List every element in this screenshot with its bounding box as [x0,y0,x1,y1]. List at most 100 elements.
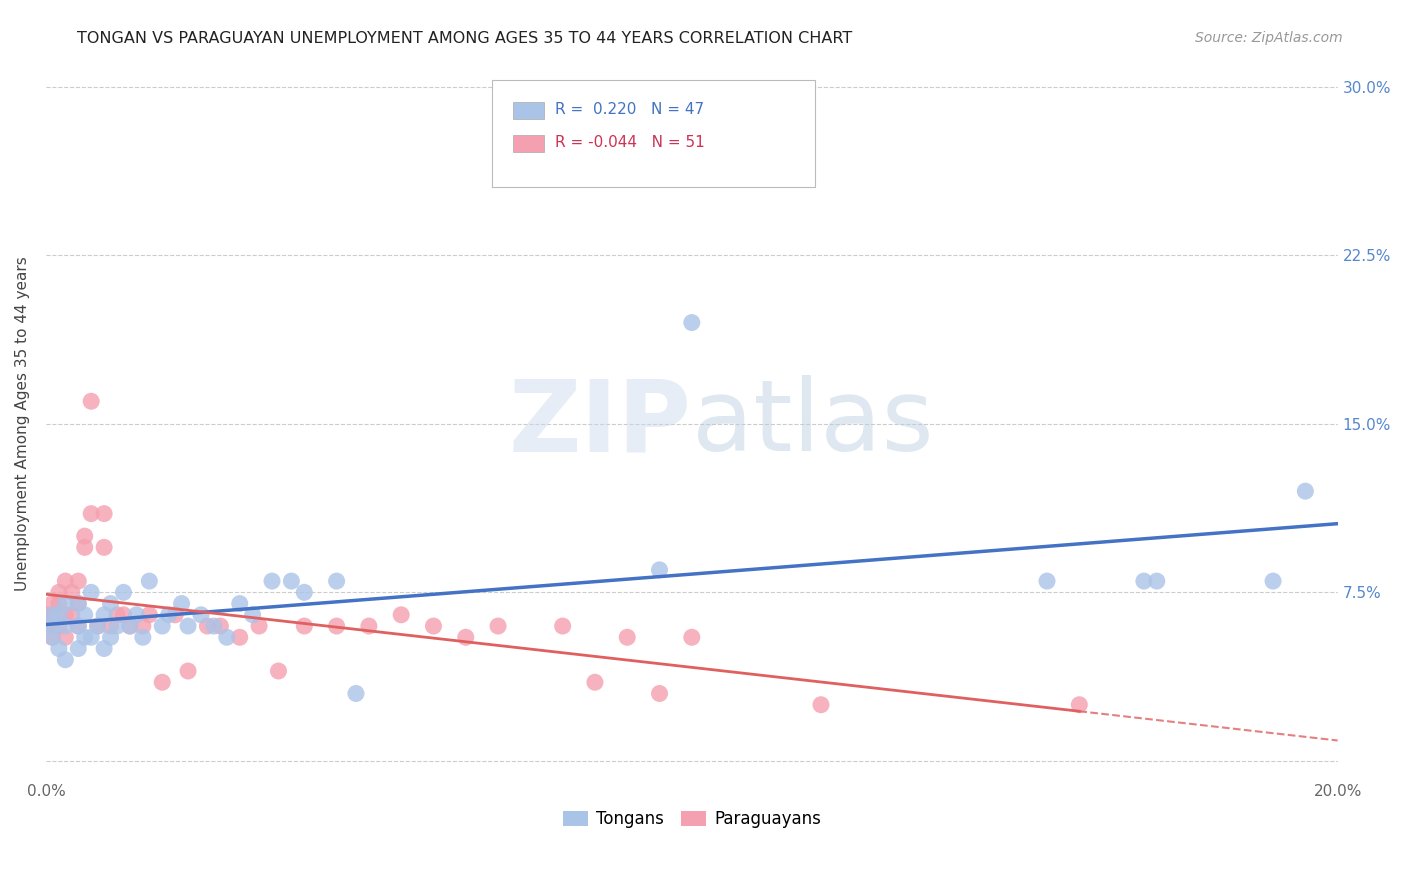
Point [292,619,315,633]
Point [357,619,380,633]
Point [267,664,290,678]
Point [247,619,270,633]
Point [41,607,63,622]
Point [80,630,103,644]
Point [73,541,96,555]
Point [648,686,671,700]
Point [125,607,148,622]
Point [41,607,63,622]
Point [48,585,70,599]
Point [150,675,173,690]
Point [105,607,128,622]
Point [1069,698,1091,712]
Point [170,597,193,611]
Point [118,619,141,633]
Text: TONGAN VS PARAGUAYAN UNEMPLOYMENT AMONG AGES 35 TO 44 YEARS CORRELATION CHART: TONGAN VS PARAGUAYAN UNEMPLOYMENT AMONG … [77,31,852,46]
Point [810,698,832,712]
Point [1294,484,1316,499]
Text: atlas: atlas [692,376,934,472]
Point [177,664,200,678]
Point [132,619,155,633]
Point [60,585,83,599]
Point [280,574,302,588]
Point [35,619,58,633]
Point [165,607,187,622]
Point [73,630,96,644]
Point [53,630,76,644]
Point [80,394,103,409]
Point [344,686,367,700]
Point [197,619,219,633]
Point [86,619,108,633]
Point [583,675,606,690]
Text: R =  0.220   N = 47: R = 0.220 N = 47 [555,103,704,117]
Point [53,619,76,633]
Point [551,619,574,633]
Point [242,607,264,622]
Point [48,619,70,633]
Point [228,630,250,644]
Y-axis label: Unemployment Among Ages 35 to 44 years: Unemployment Among Ages 35 to 44 years [15,256,30,591]
Point [100,630,122,644]
Point [35,607,58,622]
Point [648,563,671,577]
Point [67,619,90,633]
Point [53,597,76,611]
Point [202,619,225,633]
Text: ZIP: ZIP [509,376,692,472]
Point [93,607,115,622]
Point [190,607,212,622]
Point [67,619,90,633]
Point [177,619,200,633]
Point [157,607,180,622]
Point [422,619,444,633]
Point [67,574,90,588]
Point [1146,574,1168,588]
Point [1261,574,1284,588]
Text: R = -0.044   N = 51: R = -0.044 N = 51 [555,136,706,150]
Point [93,541,115,555]
Point [41,630,63,644]
Point [53,574,76,588]
Point [73,529,96,543]
Point [486,619,509,633]
Point [53,653,76,667]
Point [616,630,638,644]
Point [41,619,63,633]
Point [215,630,238,644]
Point [228,597,250,611]
Point [1036,574,1059,588]
Point [138,607,160,622]
Point [53,607,76,622]
Point [48,607,70,622]
Point [48,597,70,611]
Point [67,597,90,611]
Point [132,630,155,644]
Point [105,619,128,633]
Point [209,619,232,633]
Point [48,641,70,656]
Point [93,641,115,656]
Point [681,630,703,644]
Point [150,619,173,633]
Point [80,507,103,521]
Point [325,619,347,633]
Point [292,585,315,599]
Point [138,574,160,588]
Point [67,597,90,611]
Point [118,619,141,633]
Point [112,585,135,599]
Point [1133,574,1156,588]
Point [260,574,283,588]
Point [93,507,115,521]
Point [325,574,347,588]
Point [60,607,83,622]
Text: Source: ZipAtlas.com: Source: ZipAtlas.com [1195,31,1343,45]
Point [389,607,412,622]
Point [112,607,135,622]
Point [100,619,122,633]
Point [73,607,96,622]
Point [454,630,477,644]
Legend: Tongans, Paraguayans: Tongans, Paraguayans [557,803,828,835]
Point [41,630,63,644]
